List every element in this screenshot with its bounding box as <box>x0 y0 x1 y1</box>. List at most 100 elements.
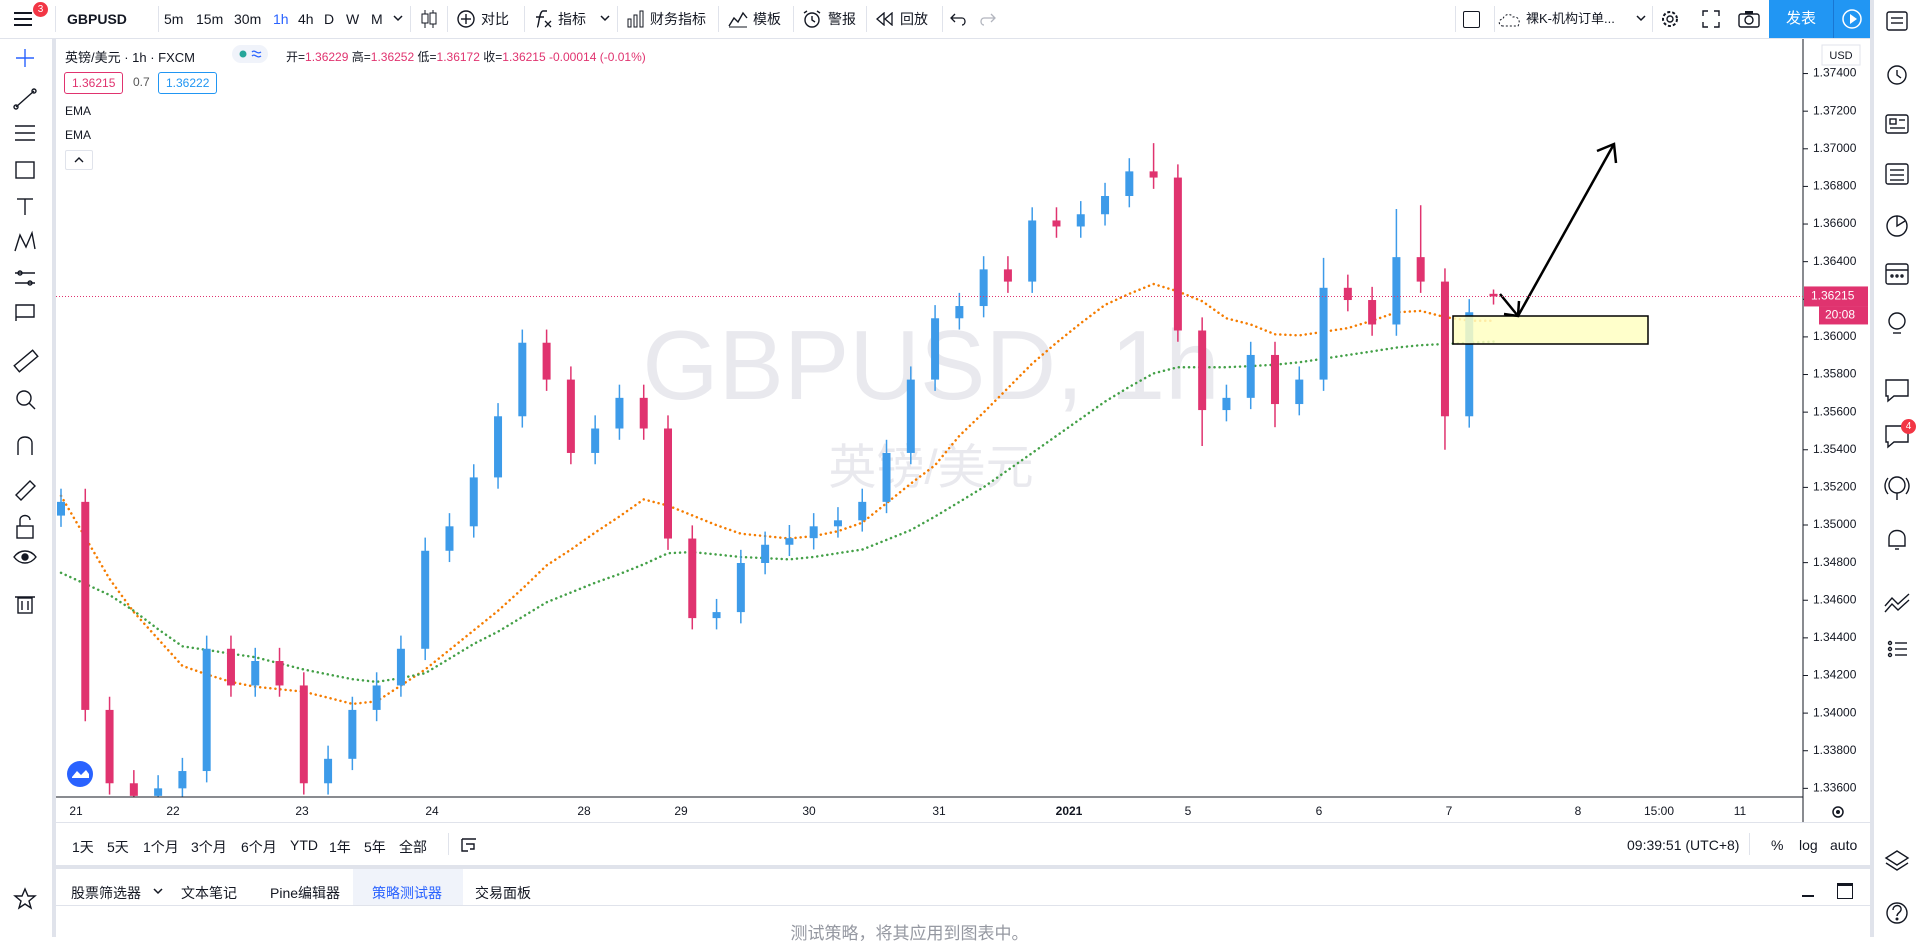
menu-button[interactable] <box>14 10 36 28</box>
range-button[interactable]: 1年 <box>329 839 351 855</box>
redo-button[interactable] <box>978 12 996 26</box>
financials-button[interactable]: 财务指标 <box>650 11 706 27</box>
hotlist-button[interactable] <box>1886 215 1908 237</box>
tab-dropdown[interactable] <box>153 888 163 896</box>
text-tool[interactable] <box>17 198 33 215</box>
rectangle-drawing[interactable] <box>1452 315 1649 345</box>
indicators-button[interactable]: 指标 <box>558 11 586 27</box>
market-status[interactable] <box>232 45 268 63</box>
range-button[interactable]: 全部 <box>399 839 427 855</box>
interval-dropdown[interactable] <box>393 15 403 23</box>
axis-settings[interactable] <box>1832 806 1844 818</box>
panel-tab[interactable]: 交易面板 <box>475 885 531 901</box>
financials-icon[interactable] <box>627 10 645 28</box>
minimize-panel[interactable] <box>1802 895 1814 897</box>
fullscreen-button[interactable] <box>1702 10 1720 28</box>
layout-dropdown[interactable] <box>1636 15 1646 23</box>
drawings[interactable] <box>1452 142 1649 345</box>
collapse-legend[interactable] <box>65 150 93 170</box>
watchlist-button[interactable] <box>1886 11 1908 31</box>
visibility-tool[interactable] <box>13 550 37 564</box>
fib-tool[interactable] <box>15 125 35 141</box>
range-button[interactable]: 5年 <box>364 839 386 855</box>
range-button[interactable]: YTD <box>290 837 318 853</box>
alert-icon[interactable] <box>802 10 822 28</box>
interval[interactable]: W <box>346 11 360 27</box>
panel-tab-active[interactable]: 策略测试器 <box>372 885 442 901</box>
calendar-button[interactable] <box>1885 263 1909 285</box>
screenshot-button[interactable] <box>1738 10 1760 28</box>
indicator-label[interactable]: EMA <box>65 104 92 118</box>
logo[interactable] <box>67 761 93 787</box>
range-button[interactable]: 1天 <box>72 839 94 855</box>
compare-icon[interactable] <box>457 10 475 28</box>
indicators-icon[interactable] <box>533 9 553 29</box>
streams-button[interactable] <box>1884 476 1910 500</box>
indicator-label[interactable]: EMA <box>65 128 92 142</box>
interval[interactable]: D <box>324 11 335 27</box>
goto-date-button[interactable] <box>460 837 478 853</box>
layers-button[interactable] <box>1884 850 1910 871</box>
alert-button[interactable]: 警报 <box>828 11 856 27</box>
compare-button[interactable]: 对比 <box>481 11 509 27</box>
panel-tab[interactable]: Pine编辑器 <box>270 885 341 901</box>
percent-toggle[interactable]: % <box>1771 837 1784 853</box>
data-window-button[interactable] <box>1885 163 1909 185</box>
ideas-button[interactable] <box>1888 312 1906 334</box>
panel-tab[interactable]: 股票筛选器 <box>71 885 141 901</box>
auto-toggle[interactable]: auto <box>1830 837 1858 853</box>
replay-button[interactable]: 回放 <box>900 11 928 27</box>
indicators-dropdown[interactable] <box>600 15 610 23</box>
magnet-tool[interactable] <box>17 436 33 455</box>
pattern-tool[interactable] <box>14 230 36 252</box>
replay-icon[interactable] <box>876 12 894 26</box>
layout-name[interactable]: 裸K-机构订单... <box>1526 11 1615 26</box>
buy-price[interactable]: 1.36222 <box>158 72 218 94</box>
draw-mode-tool[interactable] <box>15 480 36 501</box>
alerts-button[interactable] <box>1887 65 1907 85</box>
currency-box[interactable] <box>1821 44 1861 66</box>
cloud-icon[interactable] <box>1498 12 1522 27</box>
lock-tool[interactable] <box>16 514 34 539</box>
log-toggle[interactable]: log <box>1799 837 1818 853</box>
symbol-search[interactable]: GBPUSD <box>67 11 127 27</box>
interval[interactable]: 15m <box>196 11 224 27</box>
legend-title[interactable]: 英镑/美元 · 1h · FXCM <box>65 50 196 65</box>
interval[interactable]: 30m <box>234 11 262 27</box>
select-checkbox[interactable] <box>1463 11 1480 28</box>
settings-button[interactable] <box>1660 9 1680 29</box>
range-button[interactable]: 6个月 <box>241 839 277 855</box>
range-button[interactable]: 5天 <box>107 839 129 855</box>
interval[interactable]: 5m <box>164 11 184 27</box>
help-button[interactable] <box>1886 902 1908 924</box>
remove-tool[interactable] <box>15 596 35 614</box>
dom-button[interactable] <box>1887 640 1908 658</box>
chat-button[interactable] <box>1885 379 1909 403</box>
undo-button[interactable] <box>950 12 968 26</box>
interval-active[interactable]: 1h <box>273 11 289 27</box>
forecast-tool[interactable] <box>15 270 35 286</box>
publish-button[interactable]: 发表 <box>1769 0 1833 38</box>
notifications-button[interactable] <box>1888 529 1906 550</box>
trend-arrow[interactable] <box>1516 143 1616 317</box>
shape-tool[interactable] <box>15 161 35 179</box>
favorites-tool[interactable] <box>13 887 37 910</box>
interval[interactable]: M <box>371 11 383 27</box>
range-button[interactable]: 3个月 <box>191 839 227 855</box>
order-panel-button[interactable] <box>1884 593 1910 613</box>
templates-button[interactable]: 模板 <box>753 11 781 27</box>
icon-tool[interactable] <box>15 304 35 321</box>
sell-price[interactable]: 1.36215 <box>64 72 124 94</box>
trendline-tool[interactable] <box>13 88 37 110</box>
ruler-tool[interactable] <box>13 349 39 373</box>
interval[interactable]: 4h <box>298 11 314 27</box>
maximize-panel[interactable] <box>1837 883 1853 899</box>
clock[interactable]: 09:39:51 (UTC+8) <box>1627 837 1740 853</box>
chart-type-button[interactable] <box>420 9 438 29</box>
news-button[interactable] <box>1885 114 1909 134</box>
small-arrow[interactable] <box>1499 293 1519 317</box>
crosshair-tool[interactable] <box>16 49 34 67</box>
play-button[interactable] <box>1833 0 1871 38</box>
panel-tab[interactable]: 文本笔记 <box>181 885 237 901</box>
templates-icon[interactable] <box>728 10 748 28</box>
